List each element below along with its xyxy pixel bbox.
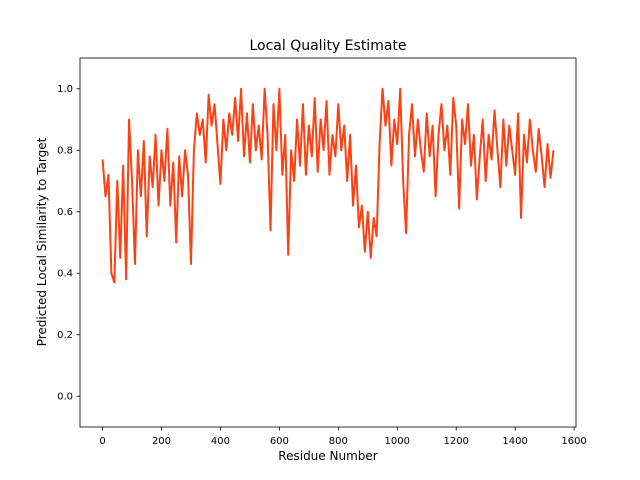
y-tick-label: 0.4 [57, 268, 73, 279]
y-tick-label: 1.0 [57, 84, 73, 95]
x-tick-label: 1400 [502, 436, 527, 447]
chart-title: Local Quality Estimate [249, 38, 406, 54]
x-tick-label: 1000 [385, 436, 410, 447]
y-tick-label: 0.0 [57, 391, 73, 402]
y-tick-label: 0.2 [57, 330, 73, 341]
y-tick-label: 0.6 [57, 207, 73, 218]
x-tick-label: 800 [329, 436, 348, 447]
x-tick-label: 1600 [561, 436, 586, 447]
x-tick-label: 600 [270, 436, 289, 447]
x-tick-label: 400 [211, 436, 230, 447]
y-tick-label: 0.8 [57, 145, 73, 156]
x-tick-label: 1200 [443, 436, 468, 447]
plot-frame [79, 57, 577, 428]
x-axis-label: Residue Number [278, 449, 377, 463]
y-axis-label: Predicted Local Similarity to Target [35, 137, 49, 346]
x-tick-label: 200 [152, 436, 171, 447]
x-tick-label: 0 [99, 436, 105, 447]
data-line [101, 87, 555, 284]
